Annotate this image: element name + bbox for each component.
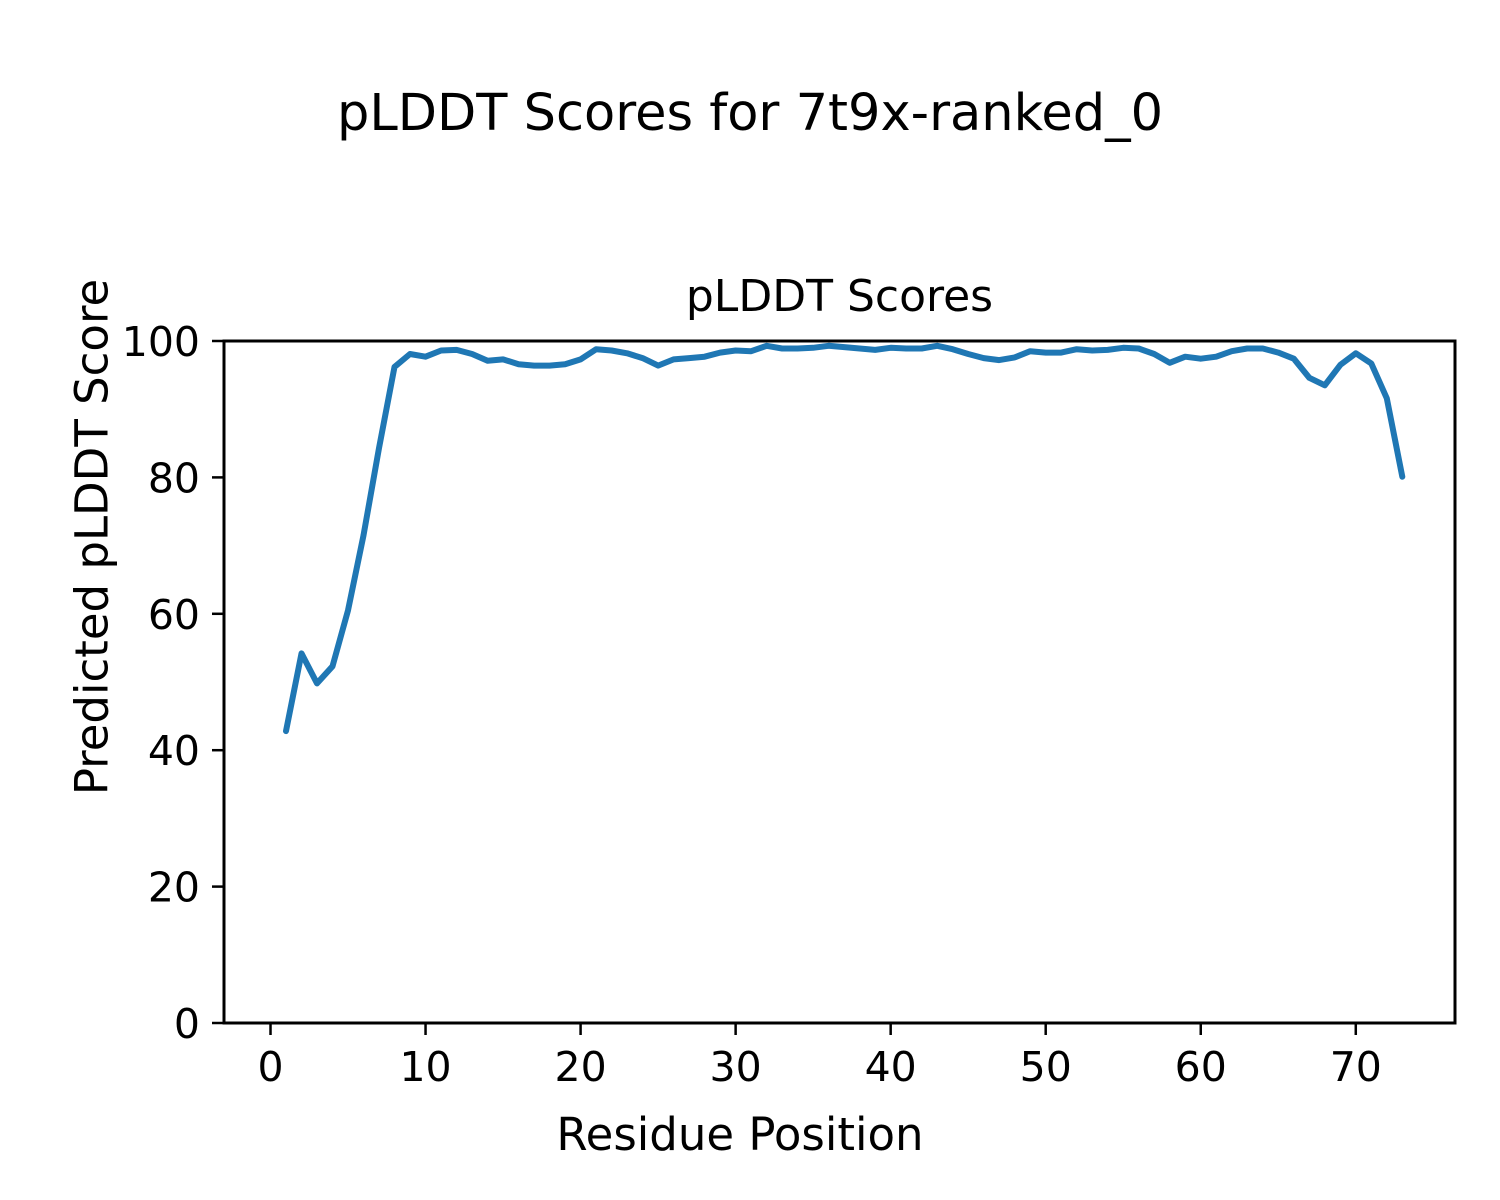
- x-tick-label: 70: [1330, 1043, 1382, 1091]
- y-tick-label: 20: [148, 864, 200, 912]
- axes-title: pLDDT Scores: [685, 271, 994, 322]
- y-tick-label: 80: [148, 454, 200, 502]
- y-tick-label: 0: [174, 1000, 200, 1048]
- x-tick-label: 0: [257, 1043, 283, 1091]
- y-tick-label: 100: [122, 318, 200, 366]
- y-tick-label: 40: [148, 727, 200, 775]
- x-tick-label: 40: [865, 1043, 917, 1091]
- x-tick-label: 50: [1020, 1043, 1072, 1091]
- x-axis-label: Residue Position: [556, 1108, 924, 1161]
- x-tick-label: 20: [555, 1043, 607, 1091]
- x-tick-label: 30: [710, 1043, 762, 1091]
- y-tick-label: 60: [148, 591, 200, 639]
- figure-title: pLDDT Scores for 7t9x-ranked_0: [336, 84, 1164, 143]
- x-tick-label: 10: [399, 1043, 451, 1091]
- axes-frame: [222, 339, 1457, 1025]
- x-tick-label: 60: [1175, 1043, 1227, 1091]
- plddt-line: [283, 342, 1406, 735]
- y-axis-label: Predicted pLDDT Score: [65, 278, 119, 796]
